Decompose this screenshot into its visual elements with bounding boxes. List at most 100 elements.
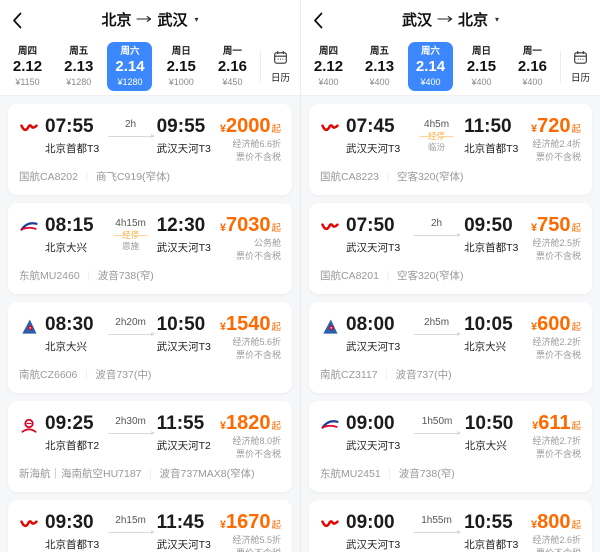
currency-symbol: ¥: [532, 420, 539, 432]
tax-note: 票价不含税: [535, 449, 581, 459]
flight-card[interactable]: 07:55 北京首都T3 2h 09:55 武汉天河T3 ¥2000 起 经济舱6…: [8, 104, 292, 195]
aircraft-type: 空客320(窄体): [396, 270, 464, 282]
date-tab[interactable]: 周四 2.12 ¥400: [306, 42, 351, 91]
flight-info-line: 南航CZ3117 ｜波音737(中): [320, 367, 581, 382]
tax-note: 票价不含税: [235, 350, 281, 360]
departure-time: 07:45: [346, 116, 395, 137]
currency-symbol: ¥: [530, 222, 538, 234]
price-amount: 720: [537, 115, 571, 137]
date-tab[interactable]: 周日 2.15 ¥400: [459, 42, 504, 91]
calendar-button[interactable]: 日历: [264, 48, 297, 86]
arrival-airport: 北京首都T3: [464, 539, 519, 551]
date-tab[interactable]: 周五 2.13 ¥400: [357, 42, 402, 91]
china-eastern-logo: [19, 218, 43, 238]
flight-main-row: 09:00 武汉天河T3 1h55m 10:55 北京首都T3 ¥800 起 经济…: [320, 512, 581, 552]
route-from-city: 武汉: [401, 11, 432, 29]
flight-info-line: 国航CA8201 ｜空客320(窄体): [320, 268, 581, 283]
flight-list: 07:45 武汉天河T3 4h5m —经停— 临汾 11:50 北京首都T3 ¥…: [301, 96, 600, 552]
departure-time: 09:25: [45, 413, 94, 434]
date-tab[interactable]: 周六 2.14 ¥1280: [107, 42, 153, 91]
date-tab[interactable]: 周五 2.13 ¥1280: [56, 42, 101, 91]
calendar-button[interactable]: 日历: [564, 48, 597, 86]
date-tab-day: 周一: [522, 46, 542, 57]
tabs-divider: [559, 50, 561, 83]
flight-duration: 2h5m: [424, 317, 450, 328]
flight-card[interactable]: 08:15 北京大兴 4h15m —经停— 恩施 12:30 武汉天河T3 ¥7…: [8, 203, 292, 294]
price-suffix: 起: [271, 223, 281, 234]
arrival-time: 10:50: [464, 413, 514, 434]
flight-card[interactable]: 09:25 北京首都T2 2h30m 11:55 武汉天河T2 ¥1820 起 经…: [8, 401, 292, 492]
departure-airport: 武汉天河T3: [346, 242, 401, 254]
date-tab-date: 2.15: [466, 58, 497, 75]
airline-flight-number: 国航CA8201: [320, 270, 379, 282]
departure-time: 07:50: [346, 215, 395, 236]
price-line: ¥7030 起: [220, 215, 281, 236]
flight-duration: 2h15m: [115, 515, 146, 526]
airline-flight-number: 南航CZ3117: [320, 369, 378, 381]
arrival-block: 10:50 北京大兴: [465, 413, 532, 453]
currency-symbol: ¥: [530, 519, 538, 531]
date-tab-date: 2.15: [166, 58, 196, 75]
date-tab-price: ¥400: [420, 77, 441, 87]
price-block: ¥611 起 经济舱2.7折 票价不含税: [532, 413, 581, 460]
calendar-label: 日历: [570, 72, 590, 84]
date-tab-price: ¥1280: [66, 77, 92, 87]
flight-list-panel: 北京 武汉 ▾ 周四 2.12 ¥1150 周五 2.13 ¥1280 周六 2…: [0, 9, 300, 552]
price-suffix: 起: [571, 520, 581, 531]
date-tab-date: 2.14: [415, 58, 446, 75]
flight-card[interactable]: 08:00 武汉天河T3 2h5m 10:05 北京大兴 ¥600 起 经济舱2.…: [309, 302, 592, 393]
flight-card[interactable]: 07:45 武汉天河T3 4h5m —经停— 临汾 11:50 北京首都T3 ¥…: [309, 104, 592, 195]
price-amount: 1540: [225, 313, 271, 335]
duration-block: 2h: [409, 215, 464, 237]
flight-main-row: 07:50 武汉天河T3 2h 09:50 北京首都T3 ¥750 起 经济舱2.…: [320, 215, 581, 262]
price-block: ¥2000 起 经济舱6.6折 票价不含税: [220, 116, 281, 163]
chevron-left-icon: [13, 12, 22, 29]
flight-card[interactable]: 07:50 武汉天河T3 2h 09:50 北京首都T3 ¥750 起 经济舱2.…: [309, 203, 592, 294]
flight-card[interactable]: 08:30 北京大兴 2h20m 10:50 武汉天河T3 ¥1540 起 经济舱…: [8, 302, 292, 393]
route-title-dropdown[interactable]: 北京 武汉 ▾: [101, 9, 198, 30]
stopover-city: 恩施: [122, 241, 140, 251]
price-suffix: 起: [271, 421, 281, 432]
duration-block: 2h: [105, 116, 157, 138]
departure-block: 07:50 武汉天河T3: [346, 215, 409, 255]
arrival-airport: 武汉天河T3: [156, 539, 211, 551]
date-tab[interactable]: 周一 2.16 ¥450: [210, 42, 255, 91]
currency-symbol: ¥: [530, 123, 538, 135]
flight-card[interactable]: 09:00 武汉天河T3 1h55m 10:55 北京首都T3 ¥800 起 经济…: [309, 500, 592, 552]
date-tab[interactable]: 周一 2.16 ¥400: [510, 42, 555, 91]
date-tab[interactable]: 周六 2.14 ¥400: [407, 42, 453, 91]
fare-class-note: 经济舱8.0折: [232, 436, 281, 446]
date-tab[interactable]: 周日 2.15 ¥1000: [159, 42, 204, 91]
departure-block: 09:00 武汉天河T3: [346, 512, 409, 552]
price-block: ¥720 起 经济舱2.4折 票价不含税: [531, 116, 581, 163]
price-block: ¥750 起 经济舱2.5折 票价不含税: [531, 215, 581, 262]
info-divider: ｜: [83, 272, 94, 283]
fare-class-note: 经济舱2.2折: [532, 337, 581, 347]
flight-main-row: 09:00 武汉天河T3 1h50m 10:50 北京大兴 ¥611 起 经济舱2…: [320, 413, 581, 460]
departure-block: 09:30 北京首都T3: [45, 512, 105, 552]
arrival-airport: 武汉天河T3: [156, 242, 211, 254]
duration-block: 2h30m: [105, 413, 157, 435]
back-button[interactable]: [10, 10, 24, 31]
date-tab-day: 周五: [369, 46, 389, 57]
airline-flight-number: 东航MU2451: [320, 468, 381, 480]
info-divider: ｜: [81, 173, 92, 184]
arrival-airport: 北京大兴: [464, 341, 507, 353]
route-to-city: 北京: [457, 11, 488, 29]
route-title-dropdown[interactable]: 武汉 北京 ▾: [402, 9, 499, 30]
departure-block: 08:00 武汉天河T3: [346, 314, 409, 354]
duration-block: 1h50m: [409, 413, 464, 435]
flight-card[interactable]: 09:30 北京首都T3 2h15m 11:45 武汉天河T3 ¥1670 起 经…: [8, 500, 292, 552]
route-from-city: 北京: [101, 11, 132, 29]
flight-duration: 1h55m: [421, 515, 452, 526]
back-button[interactable]: [311, 10, 325, 31]
date-tab[interactable]: 周四 2.12 ¥1150: [5, 42, 50, 91]
calendar-icon: [273, 50, 288, 68]
aircraft-type: 商飞C919(窄体): [95, 171, 171, 183]
flight-card[interactable]: 09:00 武汉天河T3 1h50m 10:50 北京大兴 ¥611 起 经济舱2…: [309, 401, 592, 492]
route-arrow-line: [107, 431, 155, 435]
date-tab-day: 周日: [471, 46, 491, 57]
tax-note: 票价不含税: [535, 152, 581, 162]
